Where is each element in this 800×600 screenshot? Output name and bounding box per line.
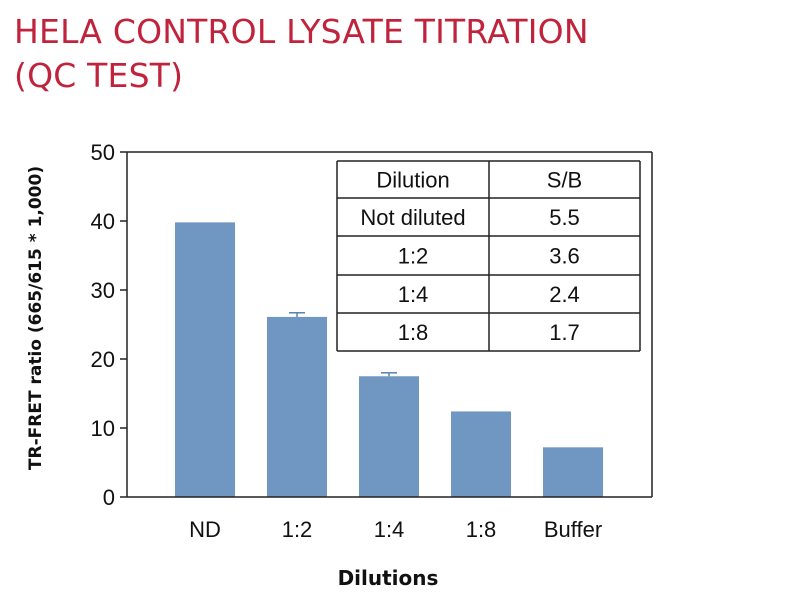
table-cell: 1.7 (549, 320, 580, 345)
x-axis-title: Dilutions (338, 566, 439, 590)
y-tick-label: 30 (91, 278, 115, 303)
bar (359, 376, 419, 497)
x-ticks-group: ND 1:2 1:4 1:8 Buffer (189, 517, 602, 542)
table-header-cell: Dilution (376, 168, 449, 193)
table-cell: 1:4 (398, 282, 429, 307)
table-cell: 1:2 (398, 244, 429, 269)
y-tick-label: 40 (91, 209, 115, 234)
table-cell: 1:8 (398, 320, 429, 345)
bar (175, 222, 235, 497)
bar (543, 447, 603, 497)
y-axis-title: TR-FRET ratio (665/615 * 1,000) (26, 166, 46, 470)
bar (451, 411, 511, 497)
table-cell: Not diluted (360, 205, 465, 230)
bar (267, 316, 327, 497)
x-tick-label: 1:4 (374, 517, 405, 542)
y-tick-label: 20 (91, 347, 115, 372)
chart-title: HELA CONTROL LYSATE TITRATION (QC TEST) (14, 10, 784, 98)
table-cell: 2.4 (549, 282, 580, 307)
sb-table: Dilution S/B Not diluted 5.5 1:2 3.6 1:4 2.4 1:8… (336, 160, 641, 352)
x-tick-label: ND (189, 517, 221, 542)
y-tick-label: 0 (103, 485, 115, 510)
y-tick-label: 10 (91, 416, 115, 441)
x-tick-label: 1:8 (466, 517, 497, 542)
x-tick-label: 1:2 (282, 517, 313, 542)
error-bars-group (289, 312, 397, 377)
table-header-cell: S/B (547, 168, 582, 193)
axes-group (126, 151, 653, 498)
table-cell: 3.6 (549, 244, 580, 269)
chart-title-line-1: HELA CONTROL LYSATE TITRATION (14, 12, 589, 51)
chart-title-line-2: (QC TEST) (14, 56, 184, 95)
y-ticks-group: 0 10 20 30 40 50 (91, 140, 127, 510)
y-tick-label: 50 (91, 140, 115, 165)
x-tick-label: Buffer (544, 517, 602, 542)
bars-group (175, 222, 603, 497)
table-cell: 5.5 (549, 205, 580, 230)
